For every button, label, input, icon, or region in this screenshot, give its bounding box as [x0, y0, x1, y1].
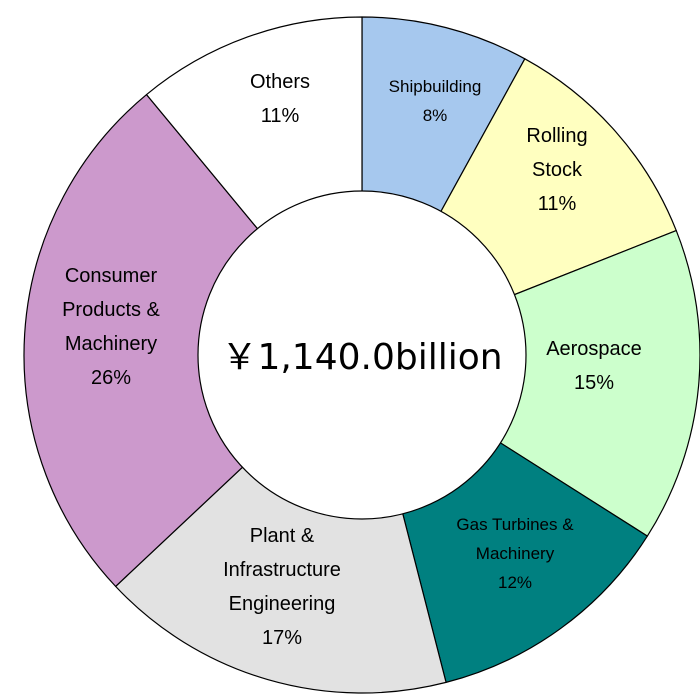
slice-label-line: Rolling	[526, 125, 587, 147]
slice-label-line: Products &	[62, 299, 160, 321]
slice-label-2: Rolling Stock 11%	[526, 125, 587, 215]
pie-slice-6	[23, 93, 363, 587]
slice-label-line: Consumer	[65, 265, 158, 287]
slice-label-line: 17%	[262, 627, 302, 649]
slice-label-line: Shipbuilding	[389, 77, 482, 96]
slice-label-line: Gas Turbines &	[456, 515, 574, 534]
pie-slice-3	[361, 229, 700, 537]
slice-label-line: Plant &	[250, 525, 315, 547]
slice-label-line: Engineering	[229, 593, 336, 615]
total-sales-label: ￥1,140.0billion	[221, 337, 502, 378]
slice-label-3: Aerospace 15%	[546, 338, 642, 394]
slice-label-line: Others	[250, 71, 310, 93]
slice-label-7: Others 11%	[250, 71, 310, 127]
slice-label-line: 26%	[91, 367, 131, 389]
slice-label-line: 8%	[423, 106, 448, 125]
slice-label-4: Gas Turbines & Machinery 12%	[456, 515, 574, 592]
slice-label-1: Shipbuilding 8%	[389, 77, 482, 125]
slice-label-line: Machinery	[476, 544, 555, 563]
labels-layer: Shipbuilding 8% Rolling Stock 11% Aerospace 15…	[62, 71, 642, 649]
slice-label-5: Plant & Infrastructure Engineering 17%	[223, 525, 341, 649]
slice-label-6: Consumer Products & Machinery 26%	[62, 265, 160, 389]
slice-label-line: Infrastructure	[223, 559, 341, 581]
donut-hole	[197, 190, 527, 520]
slice-label-line: 15%	[574, 372, 614, 394]
slice-label-line: Machinery	[65, 333, 157, 355]
slices-layer	[23, 16, 700, 694]
slice-label-line: Stock	[532, 159, 583, 181]
slice-label-line: 12%	[498, 573, 532, 592]
slice-label-line: Aerospace	[546, 338, 642, 360]
slice-label-line: 11%	[538, 193, 577, 215]
slice-label-line: 11%	[261, 105, 300, 127]
